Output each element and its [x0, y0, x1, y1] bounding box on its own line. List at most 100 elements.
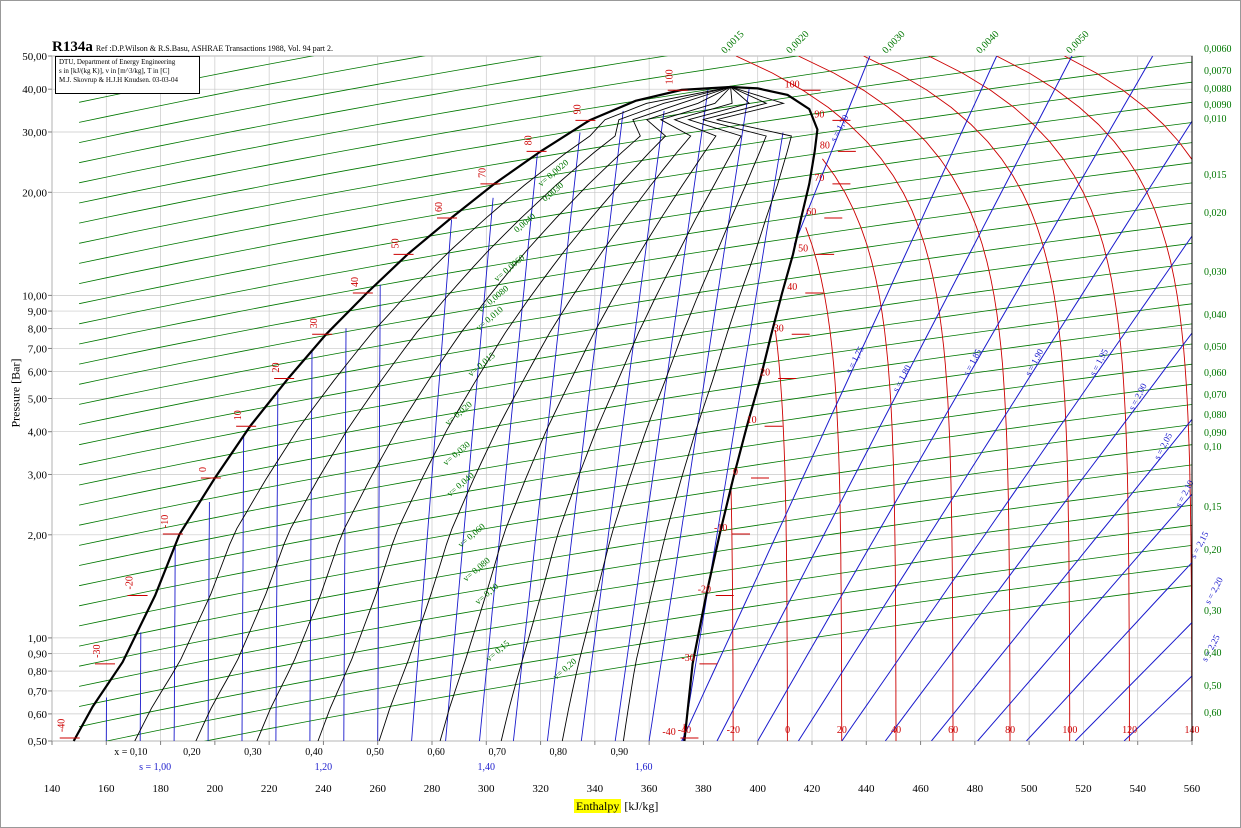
- isochore-line: [79, 424, 1192, 607]
- quality-line: [195, 86, 731, 741]
- quality-line: [256, 86, 731, 741]
- isotherm-bottom-label: 80: [1005, 725, 1015, 736]
- liquid-entropy-label: 1,40: [478, 762, 496, 773]
- quality-line: [500, 86, 751, 741]
- sat-temp-label-liquid: 10: [233, 410, 244, 420]
- x-tick-label: 140: [44, 783, 61, 795]
- x-tick-label: 560: [1184, 783, 1201, 795]
- sat-temp-label-vapor: 70: [814, 173, 824, 184]
- isotherm-line: [730, 484, 734, 741]
- isochore-right-label: 0,070: [1204, 390, 1227, 401]
- sat-temp-label-liquid: 50: [391, 238, 402, 248]
- isotherm-bottom-label: -20: [727, 725, 740, 736]
- y-axis-label: Pressure [Bar]: [8, 358, 23, 428]
- sat-temp-label-vapor: -40: [662, 727, 675, 738]
- y-tick-label: 1,00: [28, 633, 48, 645]
- x-axis-label-main: Enthalpy: [574, 799, 622, 813]
- isochore-line: [79, 363, 1192, 546]
- isentrope-liquid-line: [173, 545, 176, 741]
- isentrope-liquid-line: [309, 349, 313, 741]
- isentrope-line: [793, 56, 871, 245]
- isentrope-liquid-line: [377, 284, 381, 741]
- isochore-line: [79, 162, 1192, 345]
- isochore-right-label: 0,060: [1204, 368, 1227, 379]
- isochore-line: [79, 142, 1192, 325]
- isotherm-line: [798, 56, 1011, 741]
- y-tick-label: 20,00: [22, 187, 47, 199]
- isochore-line: [79, 56, 1088, 224]
- sat-temp-label-liquid: 30: [309, 318, 320, 328]
- isotherm-line: [774, 329, 788, 741]
- isotherm-bottom-label: 20: [837, 725, 847, 736]
- sat-temp-label-vapor: 50: [798, 243, 808, 254]
- x-tick-label: 220: [261, 783, 278, 795]
- isochore-right-label: 0,40: [1204, 648, 1222, 659]
- y-tick-label: 0,70: [28, 686, 48, 698]
- y-tick-label: 0,50: [28, 736, 48, 748]
- isochore-line: [79, 242, 1192, 425]
- isochore-line: [79, 504, 1192, 687]
- liquid-entropy-label: 1,20: [315, 762, 333, 773]
- isochore-right-label: 0,20: [1204, 545, 1222, 556]
- y-tick-label: 40,00: [22, 84, 47, 96]
- isochore-right-label: 0,040: [1204, 310, 1227, 321]
- isochore-right-label: 0,0060: [1204, 44, 1232, 55]
- liquid-entropy-label: 1,60: [635, 762, 653, 773]
- x-tick-label: 480: [967, 783, 984, 795]
- isotherm-line: [735, 56, 954, 741]
- quality-label: 0,50: [366, 747, 384, 758]
- saturation-dome: [72, 85, 819, 742]
- quality-label: 0,30: [244, 747, 262, 758]
- isochore-line: [79, 303, 1192, 486]
- y-tick-label: 7,00: [28, 343, 48, 355]
- sat-temp-label-vapor: 100: [785, 79, 800, 90]
- isochore-right-label: 0,080: [1204, 410, 1227, 421]
- isochore-line: [79, 343, 1192, 526]
- x-tick-label: 260: [369, 783, 386, 795]
- isochore-line: [79, 283, 1192, 466]
- x-tick-label: 380: [695, 783, 712, 795]
- x-tick-label: 340: [587, 783, 604, 795]
- info-legend-box: DTU, Department of Energy Engineering s …: [55, 56, 200, 94]
- sat-temp-label-vapor: 30: [774, 323, 784, 334]
- isentrope-line: [841, 235, 1192, 741]
- isentrope-liquid-line: [614, 89, 709, 741]
- sat-temp-label-liquid: 70: [477, 168, 488, 178]
- isochore-right-label: 0,010: [1204, 114, 1227, 125]
- y-tick-label: 50,00: [22, 51, 47, 63]
- sat-temp-label-liquid: -10: [160, 515, 171, 528]
- sat-temp-label-liquid: 80: [524, 135, 535, 145]
- isentrope-line: [681, 56, 998, 741]
- y-tick-label: 4,00: [28, 427, 48, 439]
- x-tick-label: 460: [912, 783, 929, 795]
- isochore-line: [79, 222, 1192, 405]
- quality-lines: [134, 86, 792, 741]
- y-tick-label: 0,60: [28, 709, 48, 721]
- isochore-lines: [79, 56, 1192, 741]
- isochore-line: [79, 323, 1192, 506]
- isochore-right-label: 0,15: [1204, 502, 1222, 513]
- quality-label: 0,60: [427, 747, 445, 758]
- sat-temp-label-liquid: 100: [665, 69, 676, 84]
- isochore-top-label: 0,0015: [719, 29, 746, 56]
- quality-line: [134, 86, 731, 741]
- isochore-right-label: 0,015: [1204, 170, 1227, 181]
- isotherm-bottom-label: 0: [785, 725, 790, 736]
- x-tick-label: 520: [1075, 783, 1092, 795]
- sat-temp-label-vapor: -10: [714, 523, 727, 534]
- x-axis-label: Enthalpy [kJ/kg]: [574, 799, 658, 814]
- isentrope-liquid-line: [512, 132, 581, 741]
- isentrope-line: [1123, 675, 1192, 741]
- y-tick-label: 30,00: [22, 127, 47, 139]
- grid: [51, 55, 1193, 742]
- isentrope-line: [1074, 621, 1192, 741]
- x-tick-label: 440: [858, 783, 875, 795]
- sat-temp-label-liquid: -30: [92, 644, 103, 657]
- isotherm-lines: [683, 56, 1192, 741]
- isentrope-liquid-line: [343, 328, 347, 741]
- x-tick-label: 300: [478, 783, 495, 795]
- x-axis-label-unit: [kJ/kg]: [621, 799, 659, 813]
- isochore-line: [79, 182, 1192, 365]
- isentrope-liquid-line: [241, 436, 245, 741]
